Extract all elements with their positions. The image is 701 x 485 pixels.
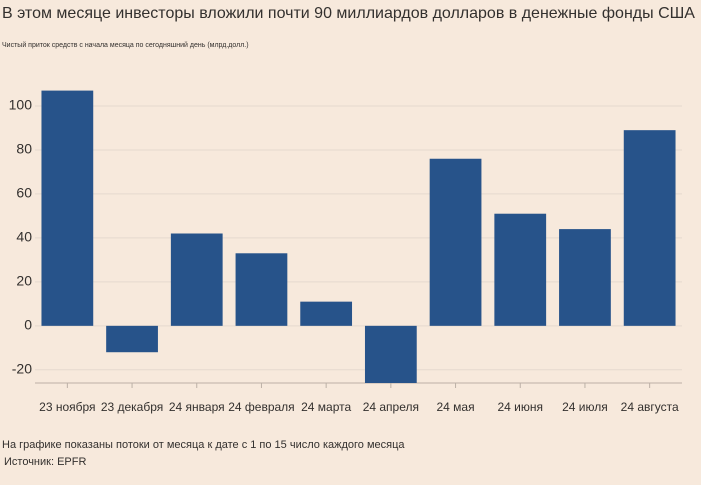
x-tick-label: 24 июня	[497, 400, 543, 414]
x-tick-label: 23 декабря	[101, 400, 163, 414]
bar	[41, 90, 94, 326]
y-tick-label: 20	[16, 273, 32, 289]
x-tick-label: 24 августа	[621, 400, 679, 414]
bar	[235, 253, 288, 326]
x-tick-label: 24 февраля	[228, 400, 294, 414]
source: Источник: EPFR	[4, 456, 86, 468]
bar	[300, 301, 353, 326]
bar	[170, 233, 223, 326]
x-tick-label: 24 марта	[301, 400, 351, 414]
note: На графике показаны потоки от месяца к д…	[2, 439, 405, 451]
x-tick-label: 24 июля	[562, 400, 608, 414]
chart-subtitle: Чистый приток средств с начала месяца по…	[2, 41, 249, 49]
y-tick-label: -20	[12, 361, 32, 377]
bar	[494, 213, 547, 326]
y-tick-label: 80	[16, 141, 32, 157]
chart-title: В этом месяце инвесторы вложили почти 90…	[2, 5, 695, 22]
y-tick-label: 60	[16, 185, 32, 201]
bar	[364, 325, 417, 383]
y-tick-label: 100	[9, 97, 33, 113]
x-tick-label: 24 января	[169, 400, 225, 414]
y-tick-label: 0	[24, 317, 32, 333]
bar	[559, 229, 611, 326]
x-tick-label: 24 мая	[436, 400, 474, 414]
x-tick-label: 23 ноября	[39, 400, 95, 414]
bar	[623, 130, 676, 326]
bar	[429, 158, 482, 326]
bar	[106, 325, 158, 353]
y-tick-label: 40	[16, 229, 32, 245]
x-tick-label: 24 апреля	[363, 400, 419, 414]
